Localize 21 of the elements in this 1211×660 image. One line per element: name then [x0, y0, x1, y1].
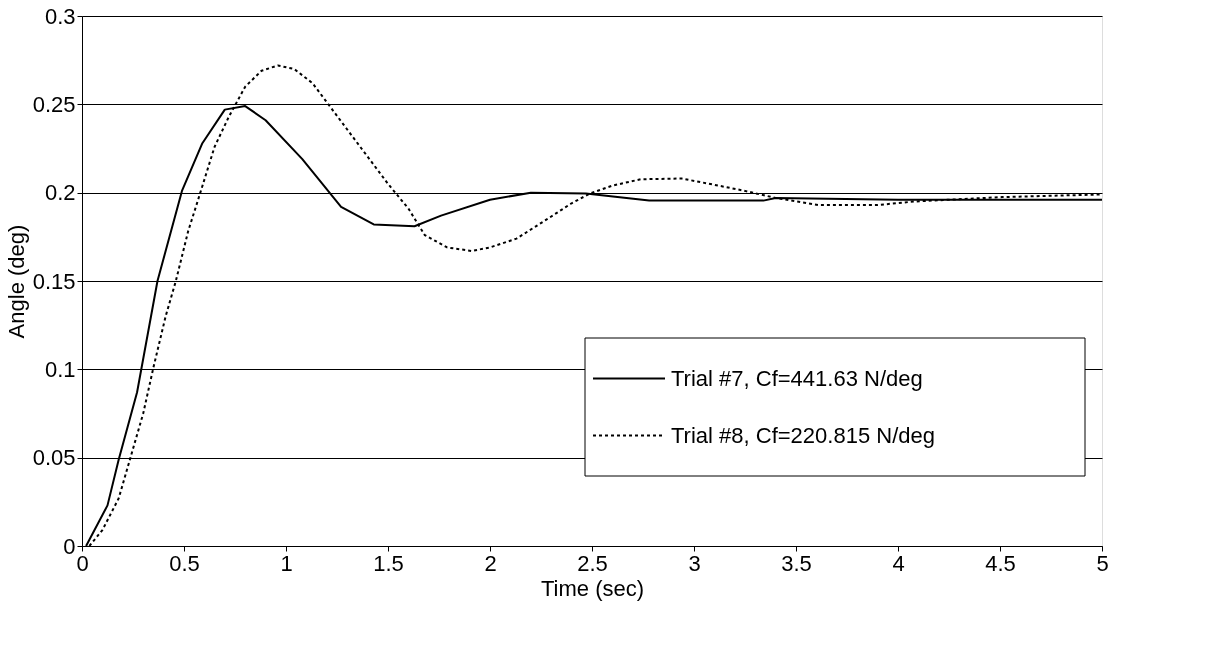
y-tick-label: 0.05 — [32, 445, 76, 471]
y-tick-label: 0.1 — [44, 356, 76, 382]
x-tick-label: 1.5 — [373, 550, 404, 576]
y-tick-label: 0.25 — [32, 91, 76, 117]
x-tick-label: 2.5 — [577, 550, 608, 576]
x-tick-label: 3.5 — [781, 550, 812, 576]
x-tick-label: 3 — [688, 550, 701, 576]
y-tick-label: 0.15 — [32, 268, 76, 294]
x-tick-label: 4.5 — [985, 550, 1016, 576]
y-axis-title: Angle (deg) — [3, 224, 29, 339]
y-tick-label: 0.2 — [44, 180, 76, 206]
x-tick-label: 4 — [892, 550, 905, 576]
x-tick-label: 1 — [280, 550, 293, 576]
x-axis-title: Time (sec) — [540, 575, 645, 601]
x-tick-label: 2 — [484, 550, 497, 576]
x-tick-label: 5 — [1096, 550, 1109, 576]
legend-label: Trial #7, Cf=441.63 N/deg — [671, 365, 923, 391]
y-tick-label: 0 — [63, 533, 76, 559]
x-tick-label: 0.5 — [169, 550, 200, 576]
y-tick-label: 0.3 — [44, 3, 76, 29]
legend-label: Trial #8, Cf=220.815 N/deg — [671, 422, 935, 448]
